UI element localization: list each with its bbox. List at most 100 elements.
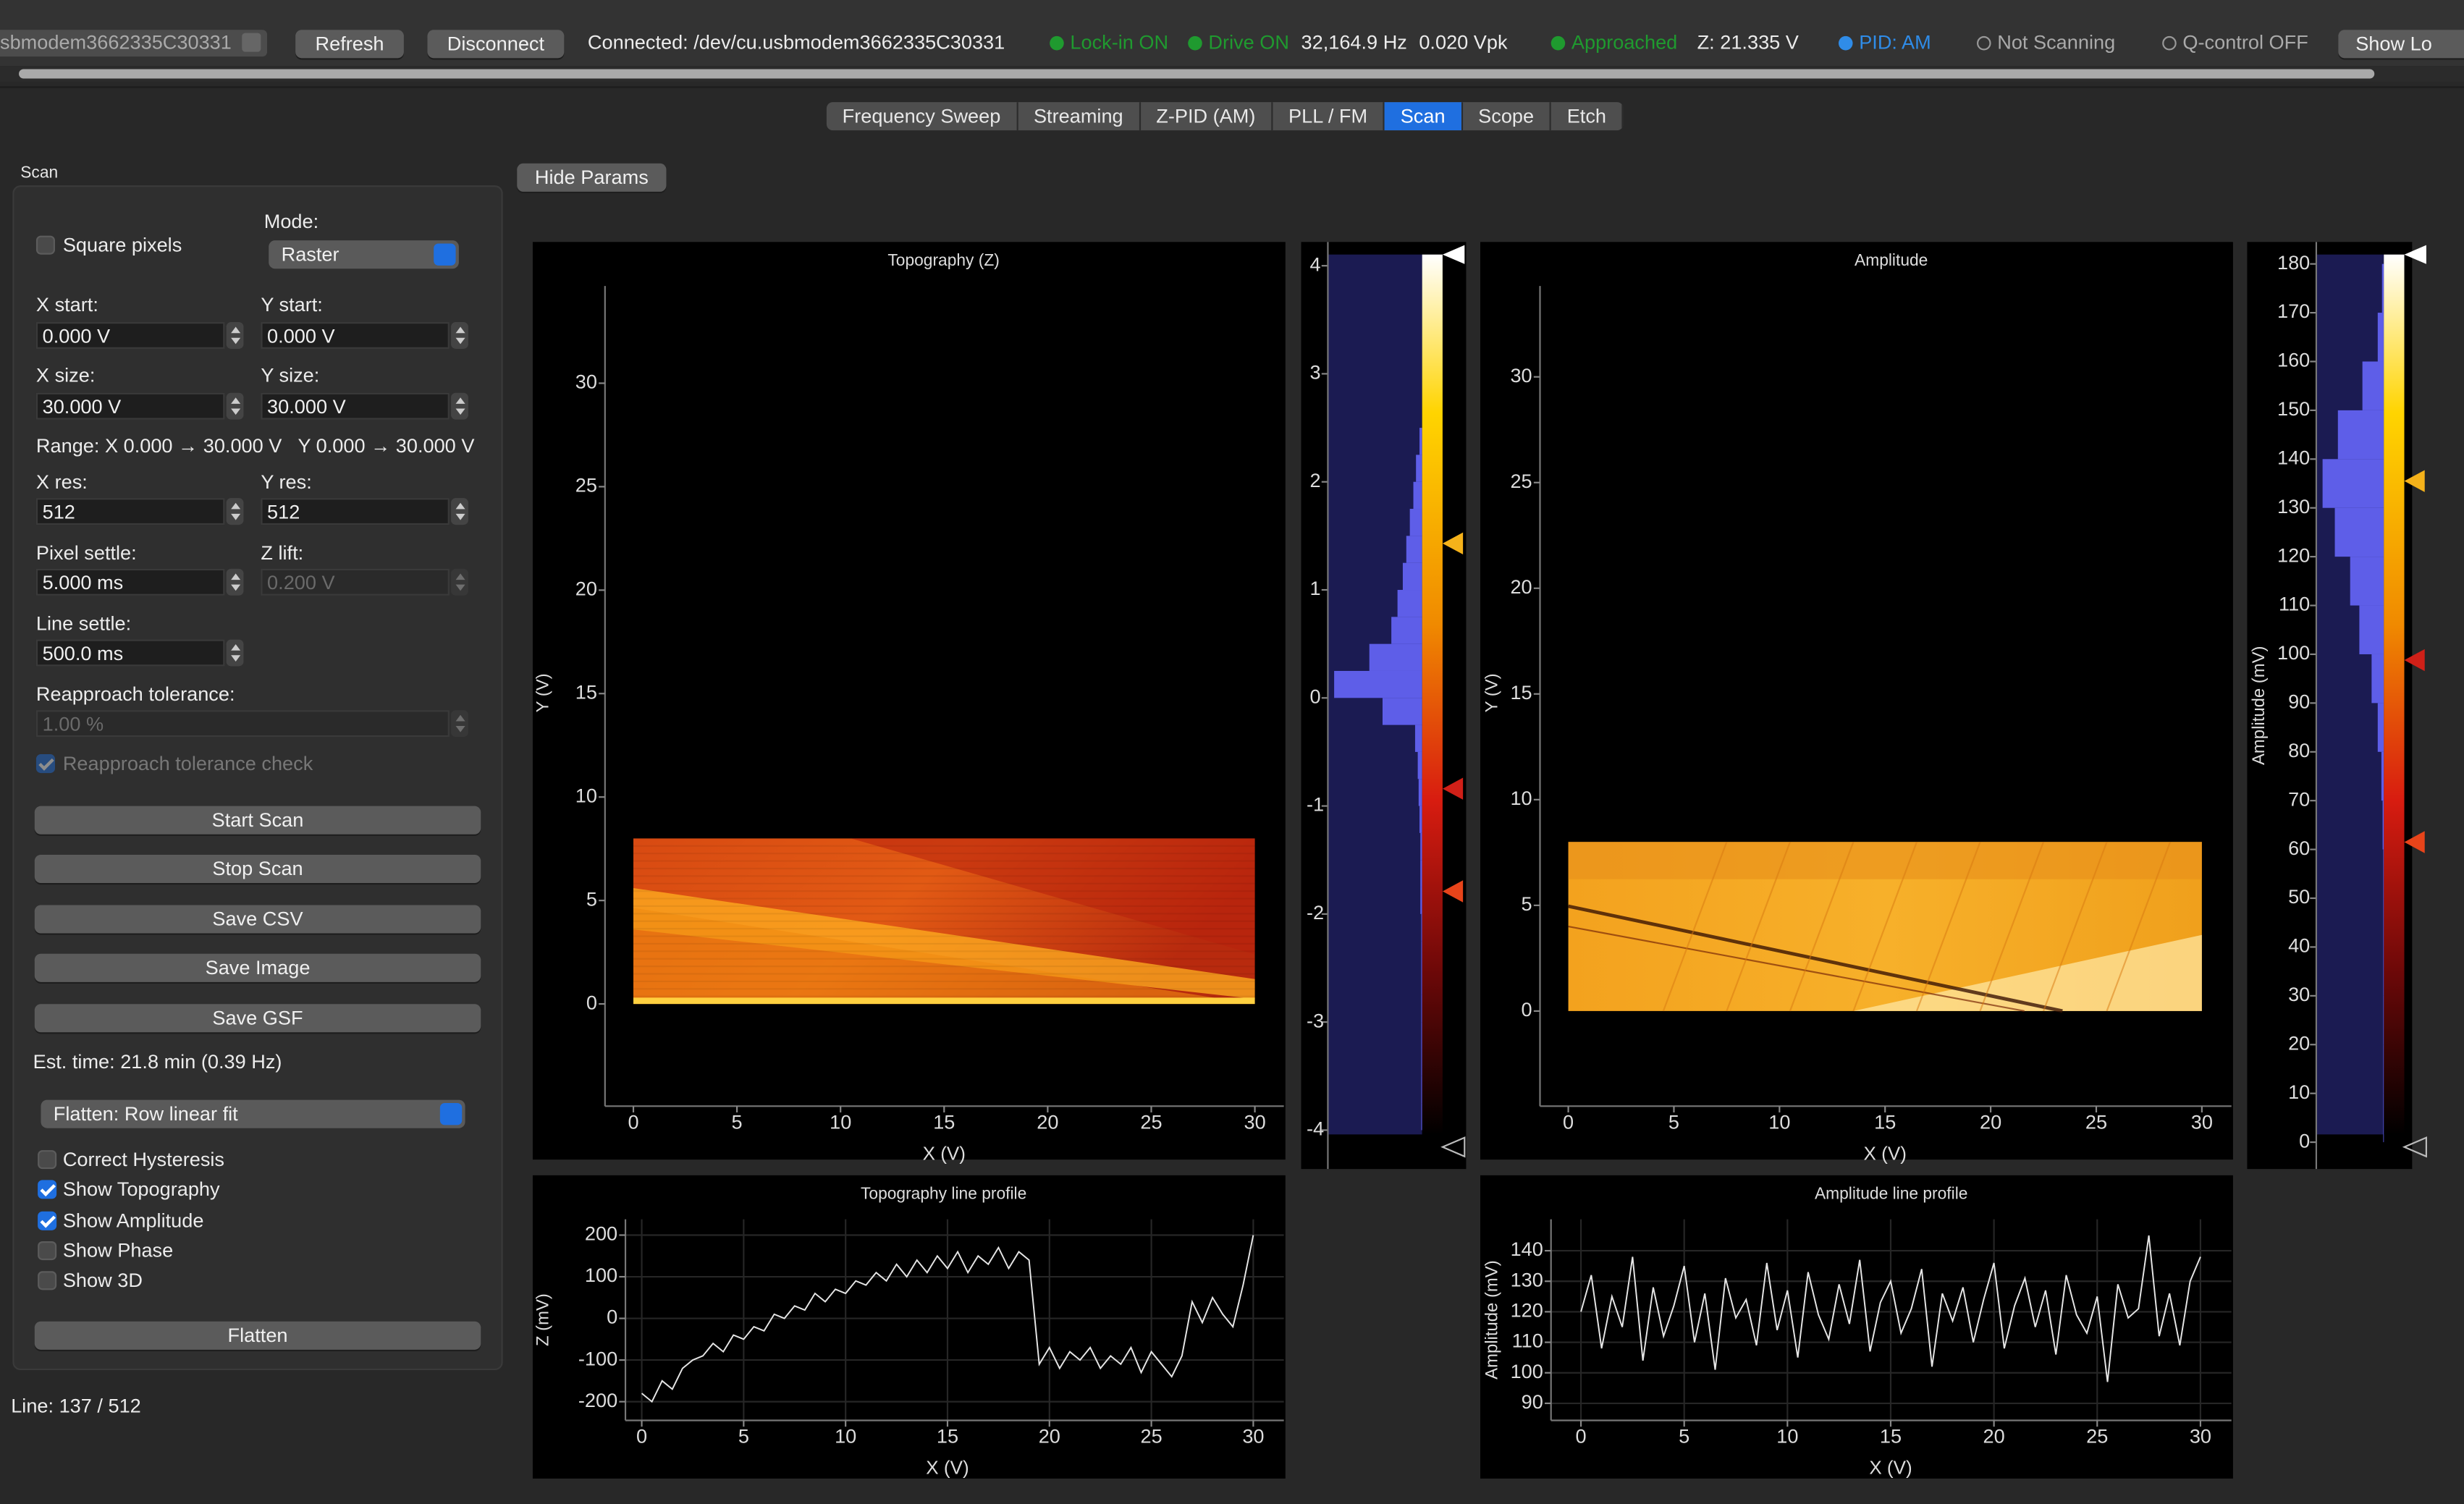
hide-params-button[interactable]: Hide Params	[517, 163, 667, 192]
histogram-bar	[2383, 1093, 2384, 1143]
x-tick-label: 15	[933, 1110, 955, 1133]
text-input[interactable]: 30.000 V	[261, 392, 450, 420]
y-axis-label: Y (V)	[533, 673, 552, 712]
histogram-bar	[1402, 562, 1422, 591]
mode-select[interactable]: Raster	[269, 240, 459, 269]
texture	[1662, 841, 1728, 1012]
tab[interactable]: Frequency Sweep	[827, 102, 1018, 131]
x-tick-label: 25	[2085, 1110, 2107, 1133]
histogram-bar	[1421, 1049, 1422, 1076]
range-text: Range: X 0.000 → 30.000 V Y 0.000 → 30.0…	[35, 435, 475, 457]
histogram-bar	[2362, 361, 2384, 410]
spinner[interactable]	[226, 568, 244, 596]
histogram-bar	[1369, 643, 1422, 671]
histogram-bar	[1421, 968, 1422, 995]
histogram-bar	[1418, 779, 1422, 806]
level-handle	[2402, 1136, 2427, 1158]
show-log-button[interactable]: Show Lo	[2338, 30, 2464, 59]
histogram-bar	[1419, 428, 1422, 455]
field-label: Z lift:	[261, 541, 304, 565]
panel-button[interactable]: Save CSV	[34, 905, 481, 934]
disconnect-button[interactable]: Disconnect	[427, 30, 565, 59]
checkbox[interactable]	[38, 1210, 57, 1230]
text-input[interactable]: 5.000 ms	[35, 568, 225, 596]
panel-button[interactable]: Save Image	[34, 954, 481, 983]
text-input[interactable]: 0.000 V	[35, 322, 225, 349]
plot-title: Amplitude line profile	[1815, 1183, 1967, 1202]
scrollbar-thumb[interactable]	[19, 69, 2375, 79]
panel-button[interactable]: Start Scan	[34, 806, 481, 835]
texture	[1568, 842, 2202, 879]
text-input[interactable]: 512	[261, 498, 450, 525]
frequency: 32,164.9 Hz	[1301, 31, 1407, 54]
spinner[interactable]	[226, 639, 244, 667]
spinner[interactable]	[226, 498, 244, 525]
tab[interactable]: Streaming	[1018, 102, 1141, 131]
texture	[1979, 841, 2045, 1012]
checkbox[interactable]	[38, 1241, 57, 1260]
y-tick-label: 160	[2277, 349, 2310, 371]
histogram-bar	[1391, 617, 1422, 644]
texture	[633, 888, 1255, 1000]
tab[interactable]: Z-PID (AM)	[1141, 102, 1273, 131]
spinner[interactable]	[226, 392, 244, 420]
text-input[interactable]: 30.000 V	[35, 392, 225, 420]
text-input[interactable]: 512	[35, 498, 225, 525]
panel-button[interactable]: Stop Scan	[34, 855, 481, 884]
refresh-button[interactable]: Refresh	[295, 30, 404, 59]
y-tick-label: 120	[2277, 544, 2310, 566]
y-tick-label: 90	[2288, 690, 2310, 713]
checkbox[interactable]	[38, 1180, 57, 1200]
checkbox[interactable]	[38, 1150, 57, 1170]
x-tick-label: 30	[1242, 1425, 1264, 1448]
y-tick-label: 200	[585, 1222, 617, 1245]
checkbox[interactable]	[38, 1271, 57, 1290]
y-tick-label: -100	[578, 1347, 617, 1369]
text-input[interactable]: 0.000 V	[261, 322, 450, 349]
checkbox-label: Reapproach tolerance check	[62, 752, 313, 775]
tab[interactable]: Etch	[1551, 102, 1624, 131]
flatten-select[interactable]: Flatten: Row linear fit	[41, 1099, 465, 1128]
text-input[interactable]: 500.0 ms	[35, 639, 225, 667]
spinner[interactable]	[226, 322, 244, 349]
tab-bar: Frequency Sweep Streaming Z-PID (AM) PLL / …	[826, 102, 1624, 131]
port-select[interactable]: sbmodem3662335C30331	[0, 30, 268, 57]
histogram-bar	[1406, 536, 1422, 563]
y-axis-label: Z (mV)	[533, 1293, 552, 1346]
panel-title: Scan	[20, 163, 59, 182]
tab[interactable]: PLL / FM	[1273, 102, 1385, 131]
image-texture	[1568, 841, 2202, 1013]
field-label: Pixel settle:	[35, 541, 137, 565]
spinner[interactable]	[451, 392, 468, 420]
spinner[interactable]	[451, 322, 468, 349]
panel-button[interactable]: Save GSF	[34, 1003, 481, 1032]
pid-status: PID: AM	[1859, 31, 1931, 54]
texture	[1852, 841, 1918, 1012]
flatten-button[interactable]: Flatten	[34, 1321, 481, 1350]
y-tick-label: 10	[1510, 787, 1532, 809]
level-marker	[1442, 880, 1464, 903]
separator	[0, 86, 2464, 88]
histogram-bar	[1420, 832, 1422, 861]
scan-status: Not Scanning	[1997, 31, 2116, 54]
y-tick-label: 0	[2299, 1129, 2310, 1152]
x-tick-label: 0	[628, 1110, 638, 1133]
y-tick-label: 100	[1511, 1360, 1543, 1382]
tab[interactable]: Scope	[1462, 102, 1552, 131]
histogram-bar	[1421, 941, 1422, 968]
histogram-bar	[1397, 590, 1422, 617]
tab[interactable]: Scan	[1384, 102, 1463, 131]
field-label: X size:	[35, 364, 96, 387]
drive-amplitude: 0.020 Vpk	[1419, 31, 1508, 54]
spinner[interactable]	[451, 498, 468, 525]
checkbox-label: Show Topography	[62, 1178, 220, 1201]
status-dot	[1550, 35, 1566, 51]
histogram-bar	[1421, 1076, 1422, 1104]
y-tick-label: 30	[575, 371, 597, 393]
histogram-bar	[2359, 605, 2384, 654]
histogram-bar	[2383, 995, 2384, 1045]
profile-line	[1580, 1235, 2201, 1382]
y-tick-label: 30	[2288, 983, 2310, 1005]
checkbox[interactable]	[35, 235, 55, 255]
